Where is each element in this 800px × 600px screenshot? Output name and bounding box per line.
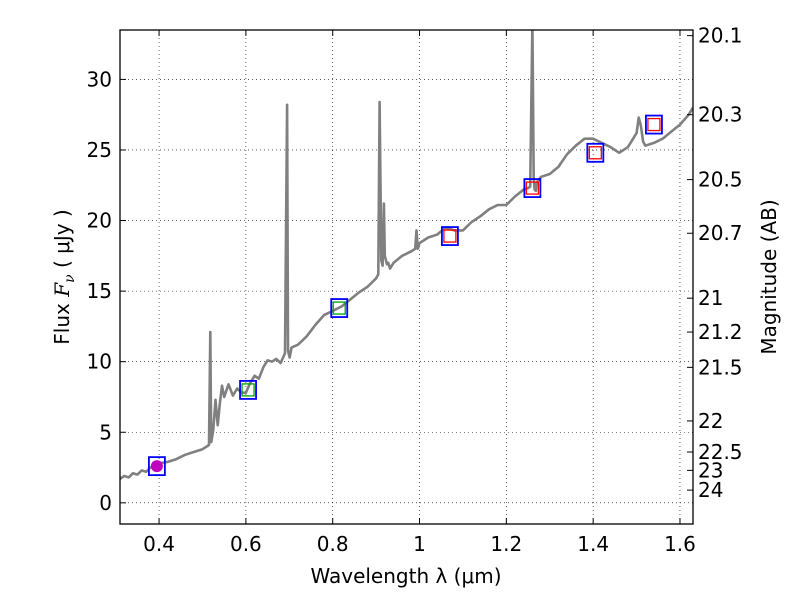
y-tick-label: 25 bbox=[87, 138, 112, 162]
photometry-point-u bbox=[150, 460, 163, 473]
photometry-point-box bbox=[239, 380, 257, 400]
x-tick-label: 0.8 bbox=[317, 532, 349, 556]
photometry-model-marker bbox=[332, 301, 346, 315]
photometry-model-marker bbox=[525, 181, 540, 195]
y2-tick-label: 20.7 bbox=[698, 221, 743, 245]
y-tick-label: 10 bbox=[87, 350, 112, 374]
photometry-model-marker bbox=[241, 383, 255, 397]
y2-tick-label: 20.3 bbox=[698, 103, 743, 127]
y-tick-label: 0 bbox=[99, 491, 112, 515]
photometry-model-marker bbox=[588, 146, 602, 160]
y-tick-label: 5 bbox=[99, 420, 112, 444]
y2-axis-label: Magnitude (AB) bbox=[757, 199, 781, 354]
x-tick-label: 0.6 bbox=[230, 532, 262, 556]
x-tick-label: 1 bbox=[413, 532, 426, 556]
photometry-point-box bbox=[645, 114, 663, 135]
y2-tick-label: 21 bbox=[698, 286, 723, 310]
x-axis: 0.4 0.6 0.8 1 1.2 1.4 1.6 bbox=[143, 30, 696, 556]
y-axis-label-subscript: ν bbox=[62, 274, 78, 283]
photometry-point-box bbox=[523, 178, 542, 198]
x-axis-label: Wavelength λ (μm) bbox=[310, 564, 501, 588]
y-tick-label: 30 bbox=[87, 67, 112, 91]
y2-tick-label: 24 bbox=[698, 478, 723, 502]
photometry-point-box bbox=[330, 298, 349, 318]
x-tick-label: 1.6 bbox=[664, 532, 696, 556]
y2-tick-label: 20.5 bbox=[698, 168, 743, 192]
photometry-point-box bbox=[441, 226, 459, 246]
spectrum-line bbox=[120, 30, 693, 480]
y-axis-label-pre: Flux bbox=[50, 297, 74, 345]
y2-tick-label: 22.5 bbox=[698, 440, 743, 464]
photometry-markers bbox=[147, 114, 663, 477]
photometry-model-marker bbox=[647, 117, 661, 132]
y2-tick-label: 23 bbox=[698, 458, 723, 482]
photometry-point-box bbox=[586, 142, 605, 163]
spectrum-series bbox=[120, 30, 693, 480]
y-axis-label-post: ( μJy ) bbox=[50, 209, 74, 274]
plot-frame bbox=[119, 29, 694, 525]
plot-background bbox=[120, 30, 693, 524]
x-tick-label: 1.2 bbox=[490, 532, 522, 556]
x-tick-label: 1.4 bbox=[577, 532, 609, 556]
y-axis-label-symbol: F bbox=[50, 282, 74, 298]
y2-tick-label: 22 bbox=[698, 409, 723, 433]
photometry-point-box bbox=[147, 456, 166, 477]
y-axis-label: Flux Fν ( μJy ) bbox=[50, 209, 78, 344]
y-tick-label: 15 bbox=[87, 279, 112, 303]
y-axis: 0 5 10 15 20 25 30 bbox=[87, 67, 126, 515]
y2-tick-label: 21.2 bbox=[698, 320, 743, 344]
y2-tick-label: 21.5 bbox=[698, 355, 743, 379]
y-tick-label: 20 bbox=[87, 209, 112, 233]
x-tick-label: 0.4 bbox=[143, 532, 175, 556]
y2-tick-label: 20.1 bbox=[698, 24, 743, 48]
photometry-model-marker bbox=[443, 229, 457, 243]
